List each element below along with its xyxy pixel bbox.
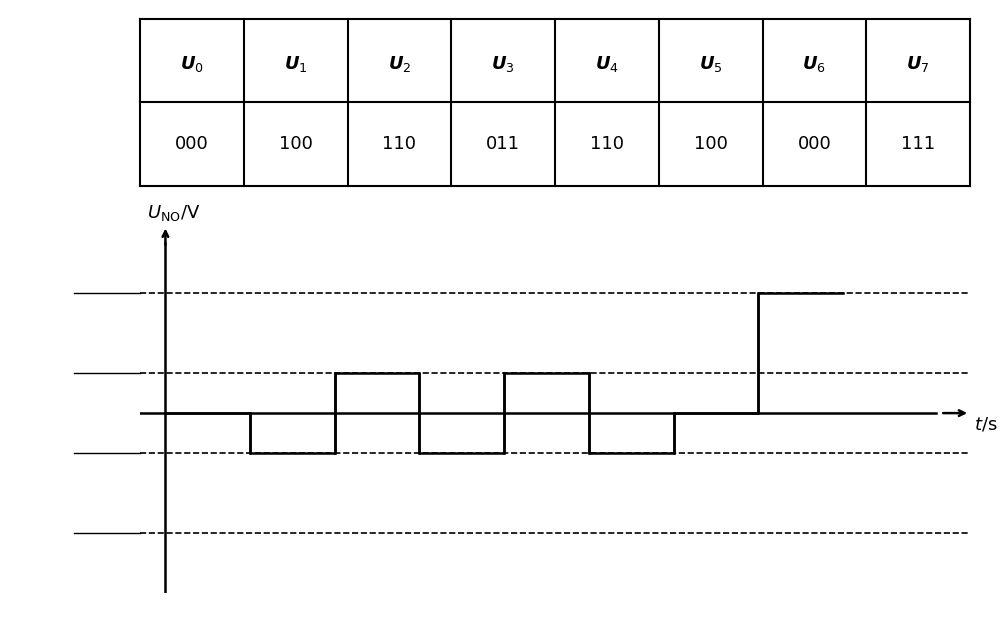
Text: 100: 100 [694,135,728,153]
Text: $\boldsymbol{U}_2$: $\boldsymbol{U}_2$ [388,54,411,74]
Text: 110: 110 [590,135,624,153]
Text: 000: 000 [175,135,209,153]
Text: $U_{\mathrm{NO}}$/V: $U_{\mathrm{NO}}$/V [147,203,200,223]
Text: $t$/s: $t$/s [974,415,998,433]
Text: $\boldsymbol{U}_5$: $\boldsymbol{U}_5$ [699,54,722,74]
Text: 111: 111 [901,135,935,153]
Text: 011: 011 [486,135,520,153]
Text: $\boldsymbol{U}_0$: $\boldsymbol{U}_0$ [180,54,204,74]
Text: 110: 110 [382,135,416,153]
Text: 000: 000 [798,135,831,153]
Text: 100: 100 [279,135,313,153]
Text: $\boldsymbol{U}_6$: $\boldsymbol{U}_6$ [802,54,826,74]
Text: $\boldsymbol{U}_3$: $\boldsymbol{U}_3$ [491,54,515,74]
Text: $\boldsymbol{U}_4$: $\boldsymbol{U}_4$ [595,54,619,74]
Text: $\boldsymbol{U}_1$: $\boldsymbol{U}_1$ [284,54,307,74]
Text: $\boldsymbol{U}_7$: $\boldsymbol{U}_7$ [906,54,930,74]
